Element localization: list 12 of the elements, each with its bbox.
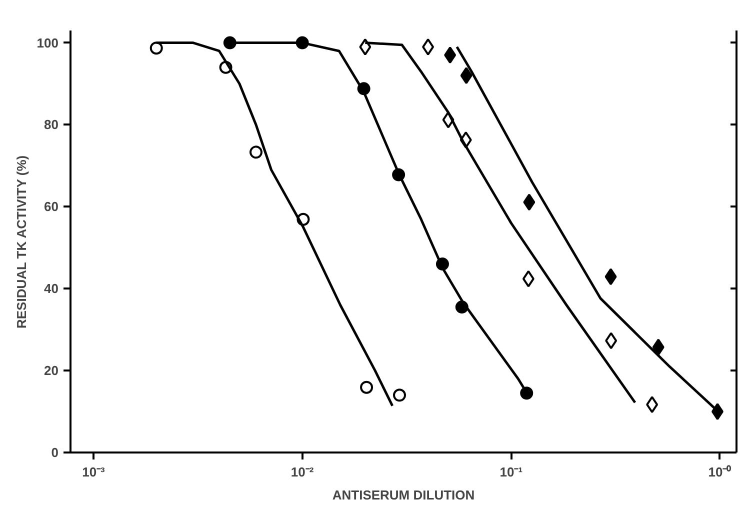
y-tick-label: 60 (44, 199, 59, 214)
y-tick-label: 40 (44, 281, 59, 296)
x-tick-label: 10⁻³ (82, 464, 106, 480)
x-tick-label: 10⁻² (290, 464, 314, 480)
x-tick-label: 10⁻⁰ (708, 464, 732, 480)
y-tick-label: 80 (44, 117, 59, 132)
x-tick-label: 10⁻¹ (500, 464, 523, 480)
y-tick-label: 20 (44, 363, 59, 378)
x-axis-title: ANTISERUM DILUTION (332, 488, 475, 502)
y-tick-label: 0 (51, 445, 59, 460)
y-tick-label: 100 (36, 35, 59, 50)
y-axis-title: RESIDUAL TK ACTIVITY (%) (14, 155, 29, 329)
